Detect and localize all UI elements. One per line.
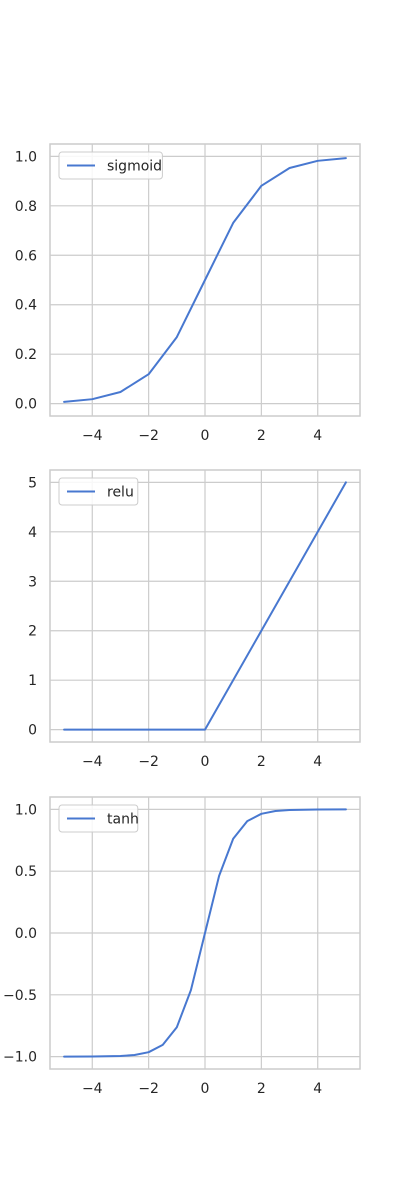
y-tick-label: 0.4	[15, 298, 37, 314]
x-tick-label: −4	[82, 754, 103, 770]
y-tick-label: 1	[28, 673, 37, 689]
x-tick-label: 2	[257, 428, 266, 444]
y-tick-label: 1.0	[15, 149, 37, 165]
x-tick-label: −4	[82, 428, 103, 444]
axes-frame	[49, 143, 361, 417]
legend: tanh	[58, 804, 139, 833]
y-tick-label: 5	[28, 475, 37, 491]
sigmoid-panel: −4 −2 0 2 4 0.0 0.2 0.4 0.6 0.8 1.0 sigmoid	[15, 143, 361, 444]
x-tick-label: −2	[138, 1081, 159, 1097]
axes-frame	[49, 469, 361, 743]
x-tick-label: −2	[138, 754, 159, 770]
y-tick-label: 0.0	[15, 926, 37, 942]
legend-box	[58, 804, 139, 833]
x-tick-label: 0	[201, 1081, 210, 1097]
y-tick-label: 1.0	[15, 802, 37, 818]
y-tick-label: 2	[28, 624, 37, 640]
x-tick-label: −2	[138, 428, 159, 444]
y-tick-label: 0	[28, 723, 37, 739]
legend-box	[58, 477, 139, 506]
y-tick-label: 3	[28, 574, 37, 590]
legend-label: tanh	[107, 812, 139, 828]
x-tick-label: 4	[313, 754, 322, 770]
legend: relu	[58, 477, 139, 506]
x-tick-label: 4	[313, 1081, 322, 1097]
tanh-panel: −4 −2 0 2 4 −1.0 −0.5 0.0 0.5 1.0 tanh	[3, 796, 361, 1097]
x-tick-label: 2	[257, 754, 266, 770]
legend: sigmoid	[58, 151, 163, 180]
legend-label: relu	[107, 485, 134, 501]
legend-box	[58, 151, 163, 180]
y-tick-label: 4	[28, 525, 37, 541]
sigmoid-line	[63, 157, 347, 403]
x-tick-label: 4	[313, 428, 322, 444]
axes-frame	[49, 796, 361, 1070]
y-tick-label: 0.0	[15, 397, 37, 413]
y-tick-label: −0.5	[3, 988, 37, 1004]
y-tick-label: 0.2	[15, 347, 37, 363]
x-tick-label: 0	[201, 754, 210, 770]
x-tick-label: 0	[201, 428, 210, 444]
x-tick-label: 2	[257, 1081, 266, 1097]
x-tick-label: −4	[82, 1081, 103, 1097]
y-tick-label: −1.0	[3, 1050, 37, 1066]
y-tick-label: 0.8	[15, 199, 37, 215]
relu-panel: −4 −2 0 2 4 0 1 2 3 4 5 relu	[28, 469, 361, 770]
y-tick-label: 0.5	[15, 864, 37, 880]
y-tick-label: 0.6	[15, 248, 37, 264]
legend-label: sigmoid	[107, 159, 162, 175]
relu-line	[63, 481, 347, 731]
tanh-line	[63, 808, 347, 1058]
